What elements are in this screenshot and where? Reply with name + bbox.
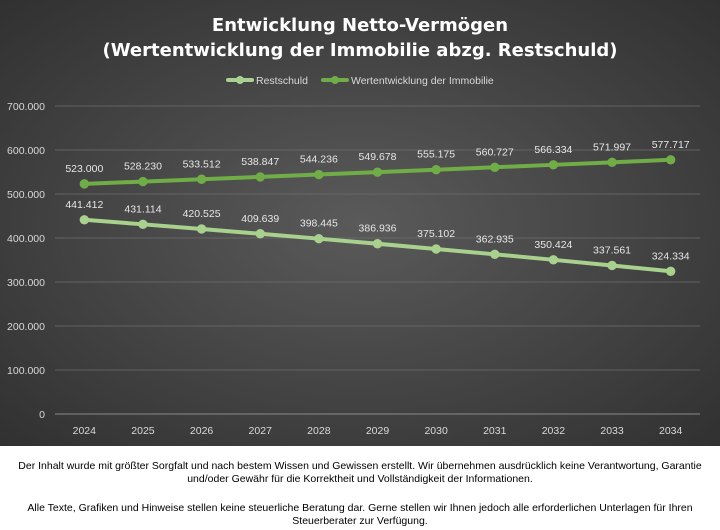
data-label: 523.000 [65,163,103,175]
data-label: 375.102 [417,228,455,240]
data-point [314,169,324,180]
y-tick-label: 400.000 [7,233,45,245]
chart-legend: Restschuld Wertentwicklung der Immobilie [226,75,494,87]
data-label: 420.525 [183,208,221,220]
data-point [255,172,265,182]
y-tick-label: 700.000 [7,101,45,113]
x-axis: 2024 2025 2026 2027 2028 2029 2030 2031 2032 2033… [55,413,700,437]
series-group: 441.412 431.114 420.525 409.639 398.445 386.9… [65,139,690,276]
data-point [431,165,441,175]
data-point [607,260,617,271]
x-tick-label: 2033 [600,425,624,437]
legend-swatch-marker [236,76,244,84]
data-label: 386.936 [359,223,397,235]
data-label: 538.847 [241,156,279,168]
line-chart: Entwicklung Netto-Vermögen (Wertentwickl… [0,0,720,446]
data-label: 544.236 [300,154,338,166]
data-point [607,157,617,168]
data-label: 337.561 [593,244,631,256]
legend-item: Wertentwicklung der Immobilie [321,75,494,87]
legend-item: Restschuld [226,75,308,87]
data-label: 533.512 [183,158,221,170]
disclaimer-tax-advice: Alle Texte, Grafiken und Hinweise stelle… [27,502,693,527]
data-point [431,244,441,254]
chart-title-line1: Entwicklung Netto-Vermögen [212,15,508,36]
data-point [372,239,383,249]
y-axis: 0 100.000 200.000 300.000 400.000 500.000 600.… [7,101,45,421]
y-tick-label: 300.000 [7,277,45,289]
x-tick-label: 2030 [424,425,448,437]
y-tick-label: 100.000 [7,365,45,377]
y-tick-label: 500.000 [7,189,45,201]
data-point [372,167,383,177]
data-point [196,224,207,234]
disclaimer-liability: Der Inhalt wurde mit größter Sorgfalt un… [18,460,702,485]
legend-label: Wertentwicklung der Immobilie [351,75,494,87]
x-tick-label: 2034 [659,425,683,437]
y-tick-label: 600.000 [7,145,45,157]
data-point [548,255,559,265]
chart-title-line2: (Wertentwicklung der Immobilie abzg. Res… [102,40,617,61]
data-label: 324.334 [652,250,690,262]
legend-swatch-marker [331,76,339,84]
data-point [79,215,90,225]
data-label: 362.935 [476,233,514,245]
series-restschuld: 441.412 431.114 420.525 409.639 398.445 386.9… [65,199,690,276]
data-label: 571.997 [593,141,631,153]
data-label: 555.175 [417,149,455,161]
x-tick-label: 2024 [73,425,97,437]
data-label: 398.445 [300,218,338,230]
data-point [138,176,148,187]
x-tick-label: 2029 [366,425,390,437]
data-point [314,233,324,244]
data-point [138,219,148,230]
data-label: 350.424 [534,239,572,251]
grid-lines [55,105,700,371]
legend-label: Restschuld [256,75,308,87]
x-tick-label: 2028 [307,425,331,437]
data-label: 441.412 [65,199,103,211]
series-wertentwicklung: 523.000 528.230 533.512 538.847 544.236 549.6… [65,139,690,189]
x-tick-label: 2026 [190,425,214,437]
data-label: 549.678 [359,151,397,163]
data-label: 528.230 [124,161,162,173]
data-point [490,162,500,172]
data-point [490,249,500,260]
x-tick-label: 2027 [249,425,273,437]
data-point [79,179,90,189]
y-tick-label: 0 [39,409,45,421]
data-point [665,266,676,276]
data-point [548,160,559,170]
x-tick-label: 2031 [483,425,507,437]
x-tick-label: 2032 [542,425,566,437]
data-point [255,229,265,239]
data-label: 409.639 [241,213,279,225]
x-tick-label: 2025 [131,425,155,437]
data-label: 431.114 [124,203,161,215]
data-label: 560.727 [476,146,514,158]
data-label: 577.717 [652,139,690,151]
data-point [665,155,676,165]
data-label: 566.334 [534,144,572,156]
chart-panel: Entwicklung Netto-Vermögen (Wertentwickl… [0,0,720,446]
data-point [196,174,207,184]
y-tick-label: 200.000 [7,321,45,333]
